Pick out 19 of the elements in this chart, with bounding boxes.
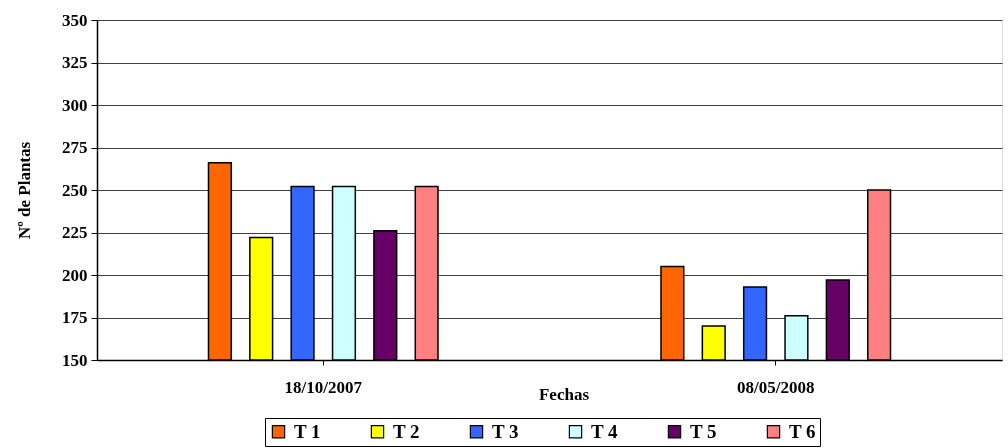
- x-axis-title: Fechas: [538, 384, 590, 404]
- y-tick-label: 175: [62, 308, 88, 327]
- y-tick-label: 225: [62, 223, 88, 242]
- y-tick-label: 150: [62, 350, 88, 370]
- y-tick-label: 250: [62, 180, 88, 200]
- legend-label: T 6: [789, 420, 816, 442]
- y-tick-label: 325: [62, 53, 88, 72]
- legend-label: T 4: [591, 420, 619, 442]
- y-tick-label: 300: [62, 95, 88, 115]
- x-tick-label: 18/10/2007: [284, 377, 363, 397]
- y-tick-label: 200: [62, 265, 88, 285]
- legend-label: T 2: [393, 420, 420, 442]
- legend-label: T 5: [690, 420, 717, 442]
- y-axis-title: Nº de Plantas: [15, 141, 34, 240]
- y-tick-label: 275: [62, 138, 88, 157]
- x-tick-label: 08/05/2008: [737, 377, 815, 397]
- y-tick-label: 350: [62, 10, 88, 30]
- legend-label: T 1: [294, 420, 321, 442]
- legend-label: T 3: [492, 420, 519, 442]
